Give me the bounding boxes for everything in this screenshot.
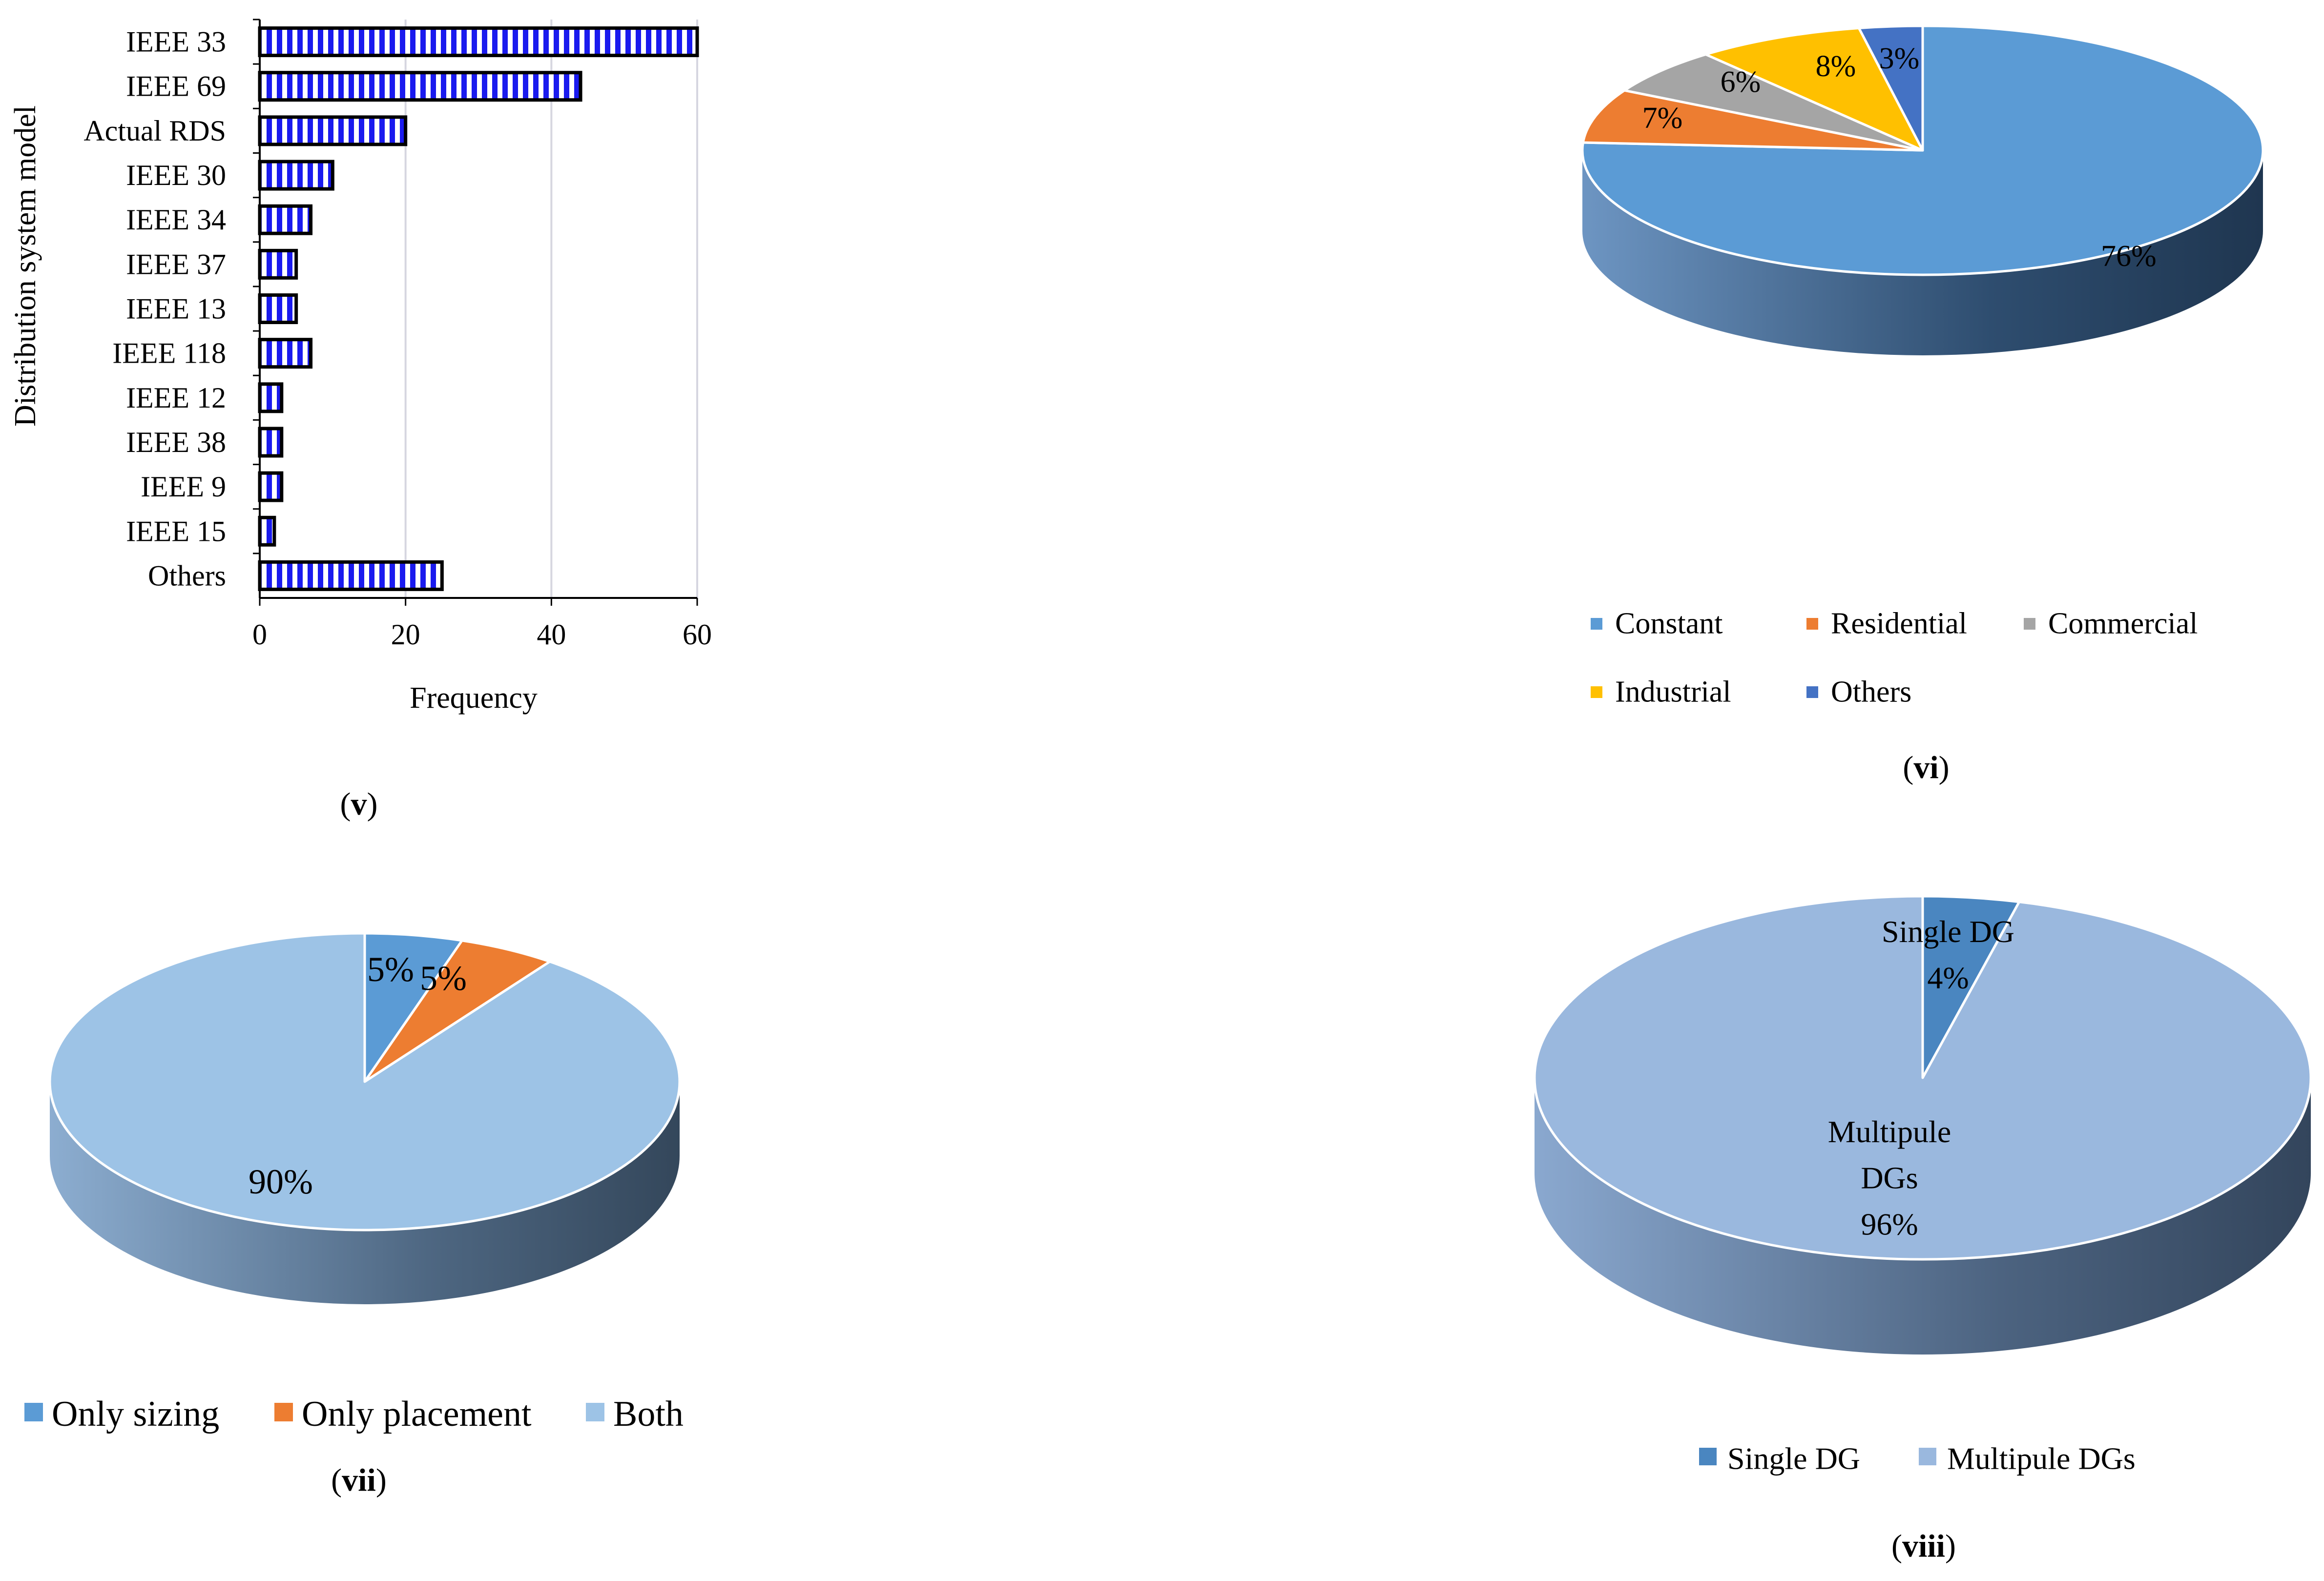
category-label-ieee-69: IEEE 69 <box>126 70 226 103</box>
category-label-ieee-12: IEEE 12 <box>126 382 226 414</box>
pie-chart-vii: 5% 5% 90% Only sizing Only placement Both <box>24 932 684 1434</box>
bar-ieee-12 <box>258 382 284 413</box>
legend-swatch-only-placement <box>274 1403 293 1421</box>
data-label-commercial: 6% <box>1721 65 1761 99</box>
data-label-residential: 7% <box>1642 102 1683 135</box>
pie-slice-others <box>1857 24 1924 152</box>
bar-others <box>258 560 444 591</box>
bar-ieee-33 <box>258 26 699 58</box>
x-tick-label-40: 40 <box>537 618 566 651</box>
data-label-both: 90% <box>249 1162 313 1201</box>
category-label-ieee-34: IEEE 34 <box>126 204 226 236</box>
category-label-ieee-13: IEEE 13 <box>126 293 226 325</box>
data-label-only-sizing: 5% <box>367 950 414 989</box>
pie-slice-residential <box>1581 89 1924 152</box>
bar-actual-rds <box>258 115 408 146</box>
caption-v: (v) <box>340 786 378 822</box>
legend-swatch-only-sizing <box>24 1403 43 1421</box>
pie-slice-both <box>48 932 681 1232</box>
bar-ieee-37 <box>258 248 298 280</box>
category-label-ieee-38: IEEE 38 <box>126 426 226 458</box>
pie-chart-viii: Single DG 4% Multipule DGs 96% Single DG Multi… <box>1533 895 2312 1476</box>
legend-swatch-industrial <box>1591 686 1602 698</box>
legend-label-only-sizing: Only sizing <box>52 1394 219 1434</box>
legend-label-others: Others <box>1831 675 1911 708</box>
bar-ieee-15 <box>258 515 276 547</box>
pie-slice-multipule-dgs <box>1533 895 2312 1261</box>
bar-ieee-9 <box>258 471 284 502</box>
legend-swatch-constant <box>1591 618 1602 630</box>
legend-swatch-multipule-dgs <box>1919 1448 1936 1465</box>
category-label-ieee-30: IEEE 30 <box>126 159 226 191</box>
bar-ieee-38 <box>258 427 284 458</box>
data-label-others: 3% <box>1879 42 1920 75</box>
category-label-actual-rds: Actual RDS <box>83 115 226 147</box>
pie-slice-commercial <box>1623 53 1924 152</box>
category-label-others: Others <box>148 559 226 592</box>
x-tick-label-20: 20 <box>391 618 420 651</box>
legend-label-residential: Residential <box>1831 607 1967 640</box>
legend-swatch-single-dg <box>1699 1448 1717 1465</box>
x-axis-title: Frequency <box>410 681 538 715</box>
legend-label-single-dg: Single DG <box>1727 1441 1860 1476</box>
x-tick-label-60: 60 <box>683 618 712 651</box>
bar-ieee-69 <box>258 71 582 102</box>
legend-label-industrial: Industrial <box>1615 675 1731 708</box>
legend-label-both: Both <box>613 1394 684 1434</box>
bar-ieee-30 <box>258 160 334 191</box>
legend-swatch-residential <box>1806 618 1818 630</box>
pie-chart-vi: 76% 7% 6% 8% 3% Constant Residential Commercial… <box>1581 24 2264 708</box>
pie-side-viii <box>1535 1078 2311 1355</box>
category-label-ieee-9: IEEE 9 <box>141 471 226 503</box>
bar-ieee-118 <box>258 338 313 369</box>
caption-vi: (vi) <box>1903 750 1950 785</box>
legend-swatch-both <box>586 1403 604 1421</box>
bar-ieee-13 <box>258 293 298 324</box>
pie-slice-only-placement <box>363 939 551 1083</box>
category-label-ieee-33: IEEE 33 <box>126 26 226 58</box>
category-label-ieee-15: IEEE 15 <box>126 515 226 547</box>
category-label-ieee-37: IEEE 37 <box>126 248 226 280</box>
legend-label-multipule-dgs: Multipule DGs <box>1947 1441 2136 1476</box>
legend-swatch-others <box>1806 686 1818 698</box>
caption-viii: (viii) <box>1891 1528 1956 1564</box>
legend-label-commercial: Commercial <box>2048 607 2198 640</box>
pie-side-vii <box>50 1082 680 1304</box>
bar-chart-v: IEEE 33 IEEE 69 Actual RDS IEEE 30 IEEE 34 IE… <box>9 19 712 715</box>
data-label-constant: 76% <box>2101 240 2157 273</box>
legend-label-constant: Constant <box>1615 607 1722 640</box>
data-label-single-dg: Single DG 4% <box>1882 914 2014 995</box>
legend-swatch-commercial <box>2024 618 2035 630</box>
pie-side-vi <box>1582 150 2263 355</box>
category-label-ieee-118: IEEE 118 <box>112 337 226 370</box>
pie-slice-industrial <box>1704 27 1924 152</box>
y-axis-title: Distribution system model <box>9 105 42 427</box>
caption-vii: (vii) <box>331 1462 387 1498</box>
bar-ieee-34 <box>258 204 313 235</box>
data-label-multipule-dgs: Multipule DGs 96% <box>1828 1114 1951 1241</box>
data-label-only-placement: 5% <box>420 959 467 998</box>
data-label-industrial: 8% <box>1816 50 1856 83</box>
legend-label-only-placement: Only placement <box>302 1394 532 1434</box>
x-tick-label-0: 0 <box>252 618 267 651</box>
